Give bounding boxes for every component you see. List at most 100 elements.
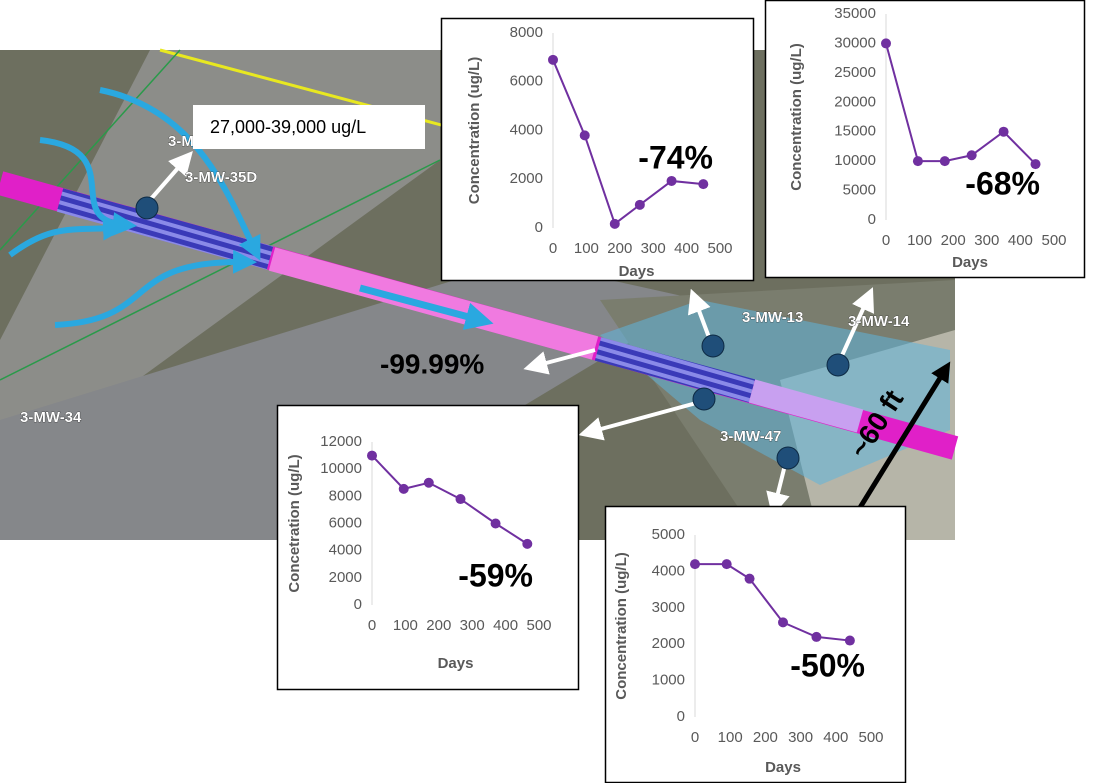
y-tick-label: 12000 [320,433,362,450]
y-axis-label: Concentration (ug/L) [466,57,483,204]
well-label: 3-MW-47 [720,428,781,445]
y-tick-label: 20000 [834,93,876,110]
data-point [844,635,855,646]
y-tick-label: 8000 [510,24,543,41]
data-point [744,573,755,584]
y-tick-label: 0 [868,211,876,228]
y-tick-label: 10000 [320,460,362,477]
data-point [966,150,977,161]
callout-box [193,105,425,149]
data-point [367,450,377,461]
chart-frame [440,17,755,282]
reduction-label: -99.99% [380,348,484,379]
y-tick-label: 0 [535,219,543,236]
y-tick-label: 4000 [329,542,362,559]
data-point [698,179,709,190]
y-tick-label: 15000 [834,123,876,140]
data-point [666,175,677,186]
x-tick-label: 200 [426,617,451,634]
data-point [634,199,645,210]
x-tick-label: 100 [574,240,599,257]
y-tick-label: 4000 [510,121,543,138]
data-point [490,518,501,529]
inset-chart: 0 2000 4000 6000 8000 10000 12000 0 100 200 300 400… [276,404,580,691]
y-tick-label: 2000 [652,635,685,652]
x-tick-label: 500 [707,240,732,257]
x-tick-label: 500 [1041,232,1066,249]
data-point [912,156,923,167]
data-point [721,559,732,570]
x-tick-label: 400 [674,240,699,257]
x-tick-label: 400 [1008,232,1033,249]
y-axis-label: Concetration (ug/L) [286,454,303,592]
x-tick-label: 0 [368,617,376,634]
chart-frame [764,0,1086,279]
data-point [455,494,466,505]
inset-chart: 0 2000 4000 6000 8000 0 100 200 300 400 500 Days Con… [440,17,755,282]
data-point [609,218,620,229]
data-line [695,563,850,642]
y-tick-label: 2000 [510,170,543,187]
data-point [398,483,409,494]
x-tick-label: 100 [393,617,418,634]
y-tick-label: 6000 [510,73,543,90]
x-tick-label: 100 [718,729,743,746]
well-label: 3-MW-34 [20,409,82,426]
x-tick-label: 300 [788,729,813,746]
x-tick-label: 0 [549,240,557,257]
data-point [998,126,1009,137]
data-point [1030,159,1041,170]
data-point [423,477,434,488]
x-axis-label: Days [619,263,655,280]
x-tick-label: 100 [907,232,932,249]
data-point [881,38,891,49]
annotation: -50% [790,647,865,683]
x-axis-label: Days [438,655,474,672]
y-tick-label: 0 [677,708,685,725]
chart-frame [604,505,907,783]
data-line [371,454,528,545]
data-point [778,617,788,628]
data-point [579,130,590,141]
data-point [811,631,822,642]
x-tick-label: 500 [858,729,883,746]
data-line [885,43,1037,165]
y-tick-label: 3000 [652,599,685,616]
callout-text: 27,000-39,000 ug/L [210,117,366,137]
annotation: -59% [458,557,533,593]
x-axis-label: Days [952,254,988,271]
data-point [548,54,558,65]
x-tick-label: 200 [941,232,966,249]
x-tick-label: 0 [882,232,890,249]
y-tick-label: 5000 [843,182,876,199]
y-tick-label: 0 [354,596,362,613]
data-point [522,538,533,549]
x-axis-label: Days [765,759,801,776]
x-tick-label: 300 [460,617,485,634]
y-axis-label: Concentration (ug/L) [788,43,805,190]
y-tick-label: 6000 [329,514,362,531]
x-tick-label: 400 [493,617,518,634]
inset-chart: 0 5000 10000 15000 20000 25000 30000 35000 0 100 2… [764,0,1086,279]
y-axis-label: Concentration (ug/L) [613,552,630,699]
y-tick-label: 4000 [652,562,685,579]
x-tick-label: 300 [641,240,666,257]
x-tick-label: 500 [526,617,551,634]
y-tick-label: 35000 [834,5,876,22]
x-tick-label: 400 [823,729,848,746]
annotation: -74% [638,139,713,175]
x-tick-label: 300 [974,232,999,249]
y-tick-label: 5000 [652,526,685,543]
annotation: -68% [965,165,1040,201]
well-label: 3-MW-35D [185,169,257,186]
inset-chart: 0 1000 2000 3000 4000 5000 0 100 200 300 400 500 Day… [604,505,907,783]
well-label: 3-MW-13 [742,309,803,326]
x-tick-label: 200 [607,240,632,257]
x-tick-label: 0 [691,729,699,746]
y-tick-label: 25000 [834,64,876,81]
x-tick-label: 200 [753,729,778,746]
data-line [552,59,704,226]
well-label: 3-MW-14 [848,313,910,330]
data-point [939,156,950,167]
